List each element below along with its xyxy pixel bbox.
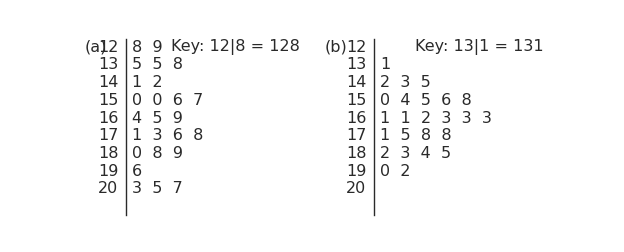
Text: 16: 16	[346, 111, 366, 125]
Text: 1  3  6  8: 1 3 6 8	[132, 128, 203, 143]
Text: 16: 16	[98, 111, 119, 125]
Text: 19: 19	[346, 164, 366, 179]
Text: Key: 12|8 = 128: Key: 12|8 = 128	[171, 39, 300, 55]
Text: 14: 14	[98, 75, 119, 90]
Text: Key: 13|1 = 131: Key: 13|1 = 131	[415, 39, 544, 55]
Text: 0  4  5  6  8: 0 4 5 6 8	[380, 93, 472, 108]
Text: 4  5  9: 4 5 9	[132, 111, 183, 125]
Text: 19: 19	[98, 164, 119, 179]
Text: 17: 17	[98, 128, 119, 143]
Text: 18: 18	[346, 146, 366, 161]
Text: 6: 6	[132, 164, 142, 179]
Text: 2  3  5: 2 3 5	[380, 75, 431, 90]
Text: 1  2: 1 2	[132, 75, 163, 90]
Text: 8  9: 8 9	[132, 40, 163, 55]
Text: 3  5  7: 3 5 7	[132, 181, 183, 196]
Text: 2  3  4  5: 2 3 4 5	[380, 146, 451, 161]
Text: 15: 15	[98, 93, 119, 108]
Text: 12: 12	[98, 40, 119, 55]
Text: 20: 20	[98, 181, 119, 196]
Text: 0  8  9: 0 8 9	[132, 146, 183, 161]
Text: 1  1  2  3  3  3: 1 1 2 3 3 3	[380, 111, 492, 125]
Text: (a): (a)	[84, 40, 107, 55]
Text: 0  0  6  7: 0 0 6 7	[132, 93, 203, 108]
Text: 12: 12	[346, 40, 366, 55]
Text: 15: 15	[346, 93, 366, 108]
Text: 1  5  8  8: 1 5 8 8	[380, 128, 452, 143]
Text: 13: 13	[98, 57, 119, 72]
Text: 1: 1	[380, 57, 391, 72]
Text: 0  2: 0 2	[380, 164, 411, 179]
Text: 5  5  8: 5 5 8	[132, 57, 183, 72]
Text: (b): (b)	[324, 40, 347, 55]
Text: 17: 17	[346, 128, 366, 143]
Text: 14: 14	[346, 75, 366, 90]
Text: 18: 18	[98, 146, 119, 161]
Text: 20: 20	[346, 181, 366, 196]
Text: 13: 13	[346, 57, 366, 72]
